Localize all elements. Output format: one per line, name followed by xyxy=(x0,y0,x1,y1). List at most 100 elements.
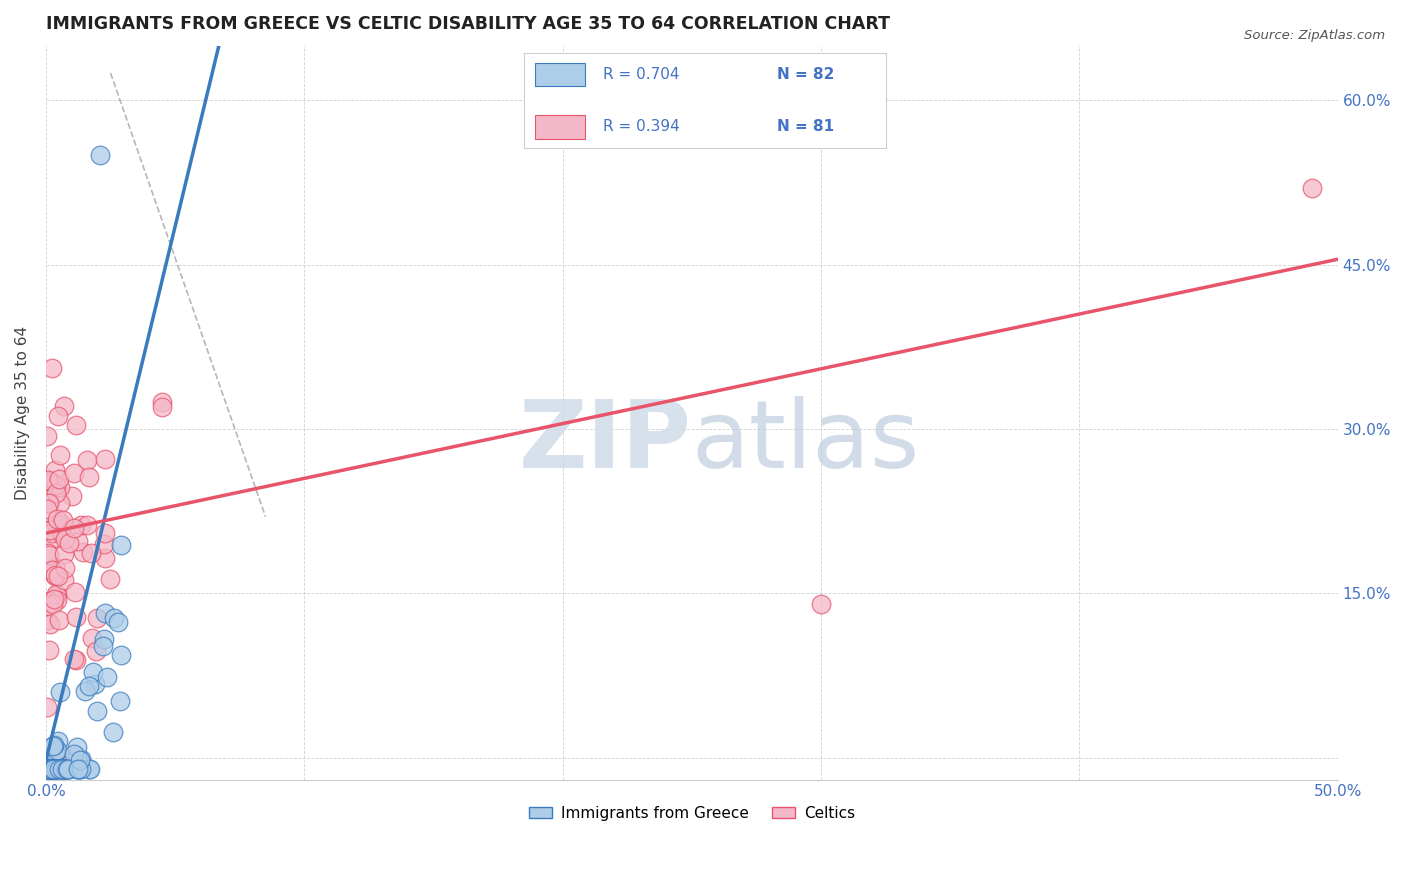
Point xyxy=(65,610,87,624)
Point xyxy=(37,429,59,443)
Point xyxy=(65,653,87,667)
Point xyxy=(44,560,66,574)
Point xyxy=(49,762,72,776)
Point xyxy=(58,750,80,764)
Point xyxy=(38,762,60,776)
Y-axis label: Disability Age 35 to 64: Disability Age 35 to 64 xyxy=(15,326,30,500)
Point xyxy=(45,746,67,760)
Point xyxy=(37,523,59,537)
Point xyxy=(38,599,60,613)
Point xyxy=(86,611,108,625)
Point xyxy=(42,751,65,765)
Point xyxy=(37,474,59,488)
Point xyxy=(46,733,69,747)
Point xyxy=(44,762,66,776)
Point xyxy=(110,648,132,662)
Point xyxy=(42,762,65,776)
Text: ZIP: ZIP xyxy=(519,396,692,488)
Text: atlas: atlas xyxy=(692,396,920,488)
Point xyxy=(37,762,59,776)
Point xyxy=(45,486,67,500)
Point xyxy=(52,762,75,776)
Point xyxy=(41,525,63,540)
Point xyxy=(51,762,73,776)
Point xyxy=(77,470,100,484)
Point xyxy=(103,724,125,739)
Point xyxy=(63,652,86,666)
Point xyxy=(48,762,70,776)
Point xyxy=(49,496,72,510)
Point xyxy=(72,545,94,559)
Point xyxy=(79,762,101,776)
Point xyxy=(41,762,63,776)
Point xyxy=(63,747,86,762)
Point xyxy=(46,409,69,424)
Point xyxy=(69,752,91,766)
Point xyxy=(44,762,66,776)
Point xyxy=(45,762,67,776)
Point xyxy=(73,684,96,698)
Point xyxy=(89,148,111,162)
Point xyxy=(82,631,104,645)
Point xyxy=(41,762,63,776)
Point xyxy=(37,700,59,714)
Point xyxy=(49,762,72,776)
Point xyxy=(63,584,86,599)
Point xyxy=(94,550,117,565)
Point xyxy=(45,511,67,525)
Point xyxy=(93,632,115,646)
Point xyxy=(38,762,60,776)
Point xyxy=(42,531,65,545)
Point xyxy=(70,517,93,532)
Point xyxy=(93,606,115,620)
Point xyxy=(42,762,65,776)
Point xyxy=(44,587,66,601)
Point xyxy=(69,753,91,767)
Point xyxy=(37,546,59,560)
Point xyxy=(39,563,62,577)
Point xyxy=(66,749,89,764)
Point xyxy=(79,762,101,776)
Point xyxy=(38,762,60,776)
Point xyxy=(67,534,90,549)
Legend: Immigrants from Greece, Celtics: Immigrants from Greece, Celtics xyxy=(523,800,860,827)
Point xyxy=(63,521,86,535)
Point xyxy=(107,615,129,629)
Point xyxy=(58,535,80,549)
Point xyxy=(84,644,107,658)
Point xyxy=(37,762,59,776)
Point xyxy=(39,762,62,776)
Point xyxy=(53,762,76,776)
Point xyxy=(37,762,59,776)
Point xyxy=(44,762,66,776)
Point xyxy=(38,523,60,537)
Point xyxy=(53,560,76,574)
Point xyxy=(103,611,125,625)
Point xyxy=(65,417,87,432)
Text: Source: ZipAtlas.com: Source: ZipAtlas.com xyxy=(1244,29,1385,42)
Point xyxy=(67,762,90,776)
Point xyxy=(55,762,77,776)
Point xyxy=(810,598,832,612)
Point xyxy=(38,594,60,608)
Point xyxy=(48,522,70,536)
Point xyxy=(52,399,75,413)
Point xyxy=(44,762,66,776)
Point xyxy=(44,568,66,582)
Point xyxy=(52,513,75,527)
Point xyxy=(96,670,118,684)
Point xyxy=(45,588,67,602)
Point xyxy=(93,526,115,541)
Point xyxy=(150,395,173,409)
Point xyxy=(37,613,59,627)
Point xyxy=(52,573,75,587)
Point xyxy=(38,616,60,631)
Point xyxy=(41,762,63,776)
Point xyxy=(67,762,90,776)
Point xyxy=(42,739,65,753)
Point xyxy=(48,762,70,776)
Point xyxy=(42,597,65,611)
Point xyxy=(110,539,132,553)
Point xyxy=(76,518,98,533)
Point xyxy=(108,694,131,708)
